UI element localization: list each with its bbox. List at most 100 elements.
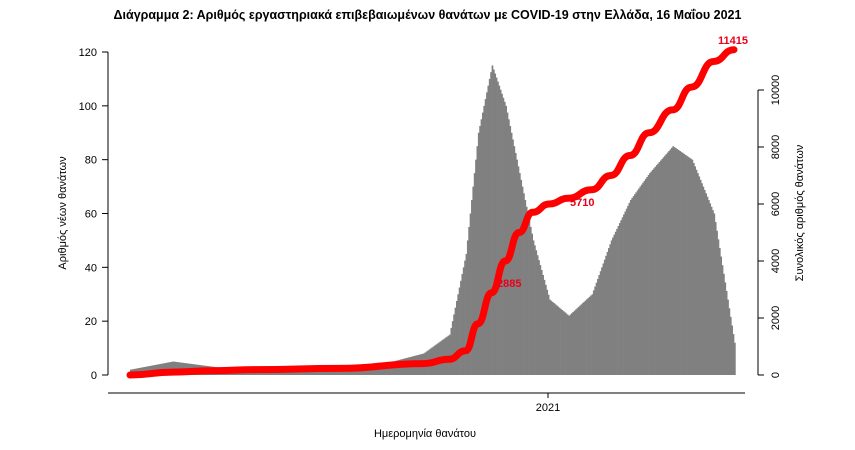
bar [316,371,318,375]
bar [335,369,338,375]
bar [617,226,620,375]
bar [721,265,724,375]
bar [309,371,312,375]
bar [521,186,524,375]
bar [321,370,324,375]
bar [649,173,651,376]
bar [258,372,261,375]
bar [627,205,629,375]
bar [275,372,277,375]
bar [334,369,336,375]
bar [525,206,528,375]
bar [561,310,564,375]
bar [176,362,179,375]
bar [729,316,732,375]
left-tick-label-40: 40 [85,262,97,274]
bar [325,370,328,375]
bar [728,308,731,375]
bar [677,150,680,375]
bar [287,372,290,375]
bar [331,370,334,375]
bar [734,342,736,375]
bar [568,315,570,375]
bar [602,263,605,375]
bar [664,155,666,375]
bar [629,200,632,375]
bar [266,372,269,375]
bar [591,294,594,375]
bar [294,372,297,375]
bar [288,372,291,375]
bar [305,371,308,375]
bar [279,372,282,375]
bar [676,149,679,375]
right-tick-label-4000: 4000 [770,249,782,273]
bar [250,371,253,375]
bar [653,168,655,375]
bar [257,372,260,375]
bar [303,371,306,375]
bar [624,211,627,375]
bar [554,304,557,375]
bar [171,361,173,375]
bar [725,291,728,375]
bar [732,334,735,375]
bar [673,147,676,375]
bar [298,372,301,375]
bar [276,372,279,375]
bar [707,200,710,375]
chart-title: Διάγραμμα 2: Αριθμός εργαστηριακά επιβεβ… [113,8,742,22]
bar [299,372,302,375]
bar [701,183,703,375]
bar [480,119,483,375]
bar [466,240,469,375]
bar [486,92,488,376]
bar [454,307,457,375]
right-tick-label-8000: 8000 [770,135,782,159]
bar [687,156,690,375]
bar [277,372,280,375]
bar [451,321,454,375]
bar [636,190,639,375]
bar [302,371,305,375]
bar [690,158,692,375]
bar [695,169,698,375]
bar [699,179,702,375]
bar [497,81,499,376]
bar [665,154,668,376]
bar [592,290,595,375]
bar [628,202,631,375]
right-axis-label: Συνολικός αριθμός θανάτων [794,144,806,281]
bar [492,69,495,375]
bar [520,179,523,375]
bar [718,247,721,375]
bar [446,336,449,375]
bar [249,371,251,375]
bar [681,152,684,375]
bar [580,304,583,375]
cumulative-deaths-line [126,46,738,379]
bar [587,298,590,375]
bar [465,253,468,376]
bar [495,77,498,375]
bar [280,372,283,375]
annotation-2885: 2885 [497,278,521,290]
bar [551,301,554,375]
annotation-5710: 5710 [570,197,594,209]
bar [666,152,669,375]
bar [503,101,506,376]
bar [483,105,486,375]
bar [565,313,568,375]
bar [457,294,460,375]
bar [717,239,720,375]
bar [550,300,553,375]
bar [608,248,610,375]
bar [282,372,284,375]
bar [694,166,696,375]
bar [469,213,472,375]
bar [560,308,562,375]
bar [586,299,588,375]
bar [675,148,677,375]
bar [175,361,177,375]
bar [477,132,480,375]
